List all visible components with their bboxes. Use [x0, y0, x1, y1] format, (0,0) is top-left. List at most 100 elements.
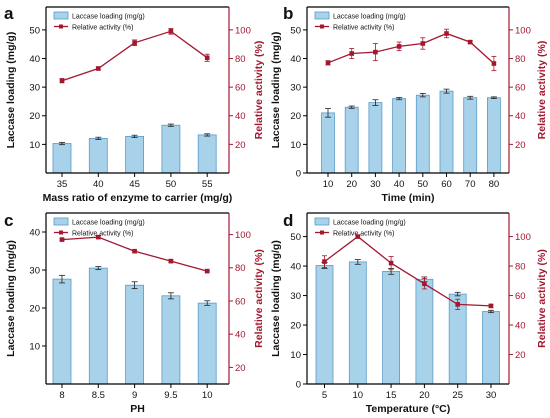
left-y-tick-label: 40: [29, 54, 40, 65]
right-y-tick-label: 60: [235, 83, 246, 94]
legend-label: Laccase loading (mg/g): [333, 220, 406, 227]
relative-activity-point-b-80: [491, 61, 497, 66]
relative-activity-point-a-45: [132, 40, 137, 46]
left-y-tick-label: 50: [29, 25, 40, 36]
right-y-tick-label: 20: [515, 140, 526, 151]
laccase-loading-bar-b-20: [344, 106, 359, 174]
x-tick-label: 20: [419, 390, 430, 401]
x-tick-label: 50: [166, 179, 177, 190]
laccase-loading-bar-a-45: [125, 135, 144, 174]
right-y-axis-title: Relative activity (%): [536, 41, 548, 140]
laccase-loading-bar-c-8.5: [88, 267, 108, 385]
relative-activity-point-d-30: [488, 303, 494, 309]
laccase-loading-bar-a-35: [52, 143, 72, 174]
laccase-loading-bar-c-10: [197, 302, 217, 385]
relative-activity-point-c-10: [204, 268, 210, 274]
legend-bar-swatch: [53, 217, 69, 226]
loading-error-bar-d-25: [454, 291, 461, 297]
panel-label: b: [283, 4, 293, 23]
right-y-tick-label: 80: [515, 54, 526, 65]
left-y-tick-label: 20: [290, 320, 301, 331]
left-y-axis-title: Laccase loading (mg/g): [270, 240, 282, 357]
relative-activity-point-d-15: [388, 260, 394, 266]
left-y-tick-label: 20: [29, 111, 40, 122]
relative-activity-point-c-8.5: [96, 234, 101, 240]
legend-label: Relative activity (%): [72, 25, 133, 32]
right-y-tick-label: 100: [515, 25, 531, 36]
loading-error-bar-b-60: [443, 88, 450, 94]
x-tick-label: 40: [394, 179, 405, 190]
loading-error-bar-b-70: [467, 95, 474, 100]
x-tick-label: 10: [202, 390, 213, 401]
relative-activity-point-d-20: [422, 281, 427, 287]
right-y-tick-label: 80: [235, 54, 246, 65]
panel-b: 0 10 20 30 40 50 20 40 60 80 100 10 20 30 40 50 60 70 80 La…: [270, 4, 548, 204]
x-tick-label: 55: [202, 179, 213, 190]
loading-error-bar-c-10: [204, 300, 211, 306]
left-y-tick-label: 10: [290, 140, 301, 151]
legend-bar-swatch: [314, 217, 330, 226]
relative-activity-point-c-9.5: [168, 258, 174, 264]
right-y-tick-label: 60: [515, 83, 526, 94]
relative-activity-point-b-50: [420, 41, 426, 46]
relative-activity-point-d-25: [455, 302, 460, 307]
right-y-tick-label: 40: [515, 111, 526, 122]
relative-activity-point-d-10: [355, 234, 361, 239]
panel-a: 10 20 30 40 50 20 40 60 80 100 35 40 45 50 55 Laccase l…: [4, 4, 265, 204]
relative-activity-point-c-9: [132, 248, 137, 254]
legend-d: Laccase loading (mg/g) Relative activity …: [314, 217, 406, 238]
laccase-loading-bar-a-40: [88, 137, 108, 174]
x-tick-label: 50: [418, 179, 429, 190]
relative-activity-line-a: [61, 30, 208, 82]
left-y-tick-label: 40: [29, 227, 40, 238]
panel-label: c: [4, 211, 13, 230]
loading-error-bar-c-9.5: [167, 292, 174, 300]
x-tick-label: 25: [452, 390, 463, 401]
right-y-tick-label: 20: [515, 350, 526, 361]
laccase-loading-bar-b-40: [392, 98, 407, 174]
left-y-tick-label: 40: [290, 54, 301, 65]
relative-activity-line-b: [327, 32, 495, 64]
loading-error-bar-a-55: [204, 133, 211, 137]
legend-a: Laccase loading (mg/g) Relative activity …: [53, 11, 145, 32]
right-y-tick-label: 100: [235, 25, 251, 36]
relative-activity-point-b-60: [444, 31, 449, 36]
laccase-loading-bar-c-9.5: [161, 295, 181, 385]
right-y-tick-label: 40: [235, 111, 246, 122]
relative-activity-point-b-30: [373, 49, 378, 55]
panel-label: d: [283, 211, 293, 230]
loading-error-bar-a-35: [59, 141, 65, 146]
left-y-tick-label: 10: [29, 341, 40, 352]
loading-error-bar-b-10: [325, 108, 331, 118]
legend-marker-swatch: [320, 24, 324, 29]
loading-error-bar-a-45: [131, 134, 138, 138]
legend-marker-swatch: [59, 24, 63, 29]
laccase-loading-bar-a-55: [197, 134, 217, 174]
left-y-tick-label: 30: [29, 265, 40, 276]
left-y-tick-label: 0: [296, 379, 301, 390]
loading-error-bar-b-50: [419, 93, 426, 98]
right-y-tick-label: 20: [235, 363, 246, 374]
left-y-tick-label: 20: [29, 303, 40, 314]
left-y-tick-label: 40: [290, 262, 301, 273]
legend-b: Laccase loading (mg/g) Relative activity …: [314, 11, 406, 32]
legend-bar-swatch: [53, 11, 69, 20]
left-y-tick-label: 30: [290, 291, 301, 302]
loading-error-bar-c-8: [59, 274, 65, 284]
right-y-tick-label: 100: [235, 230, 251, 241]
laccase-loading-bar-b-10: [321, 112, 335, 174]
right-y-axis-title: Relative activity (%): [253, 249, 265, 348]
left-y-tick-label: 10: [29, 140, 40, 151]
legend-label: Laccase loading (mg/g): [72, 220, 145, 227]
right-y-axis-title: Relative activity (%): [536, 249, 548, 348]
laccase-loading-bar-d-30: [482, 311, 500, 385]
laccase-loading-bar-b-70: [463, 97, 478, 174]
left-y-axis-title: Laccase loading (mg/g): [5, 32, 17, 149]
right-y-tick-label: 20: [235, 140, 246, 151]
right-y-axis-title: Relative activity (%): [253, 41, 265, 140]
loading-error-bar-a-50: [167, 123, 174, 127]
loading-error-bar-b-30: [372, 99, 379, 106]
x-tick-label: 10: [323, 179, 334, 190]
x-tick-label: 8.5: [92, 390, 105, 401]
x-tick-label: 8: [59, 390, 64, 401]
